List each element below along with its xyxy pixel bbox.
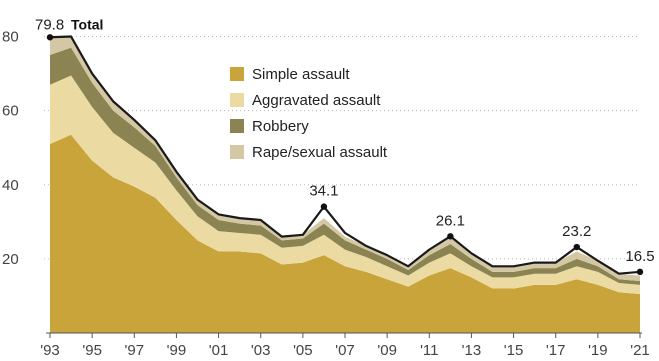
- annotation-value: 16.5: [625, 248, 654, 265]
- x-tick-label: '13: [462, 342, 482, 359]
- x-tick-label: '01: [209, 342, 229, 359]
- legend-label-rape-sexual-assault: Rape/sexual assault: [252, 144, 388, 161]
- x-tick-label: '09: [377, 342, 397, 359]
- legend: Simple assault Aggravated assault Robbery R…: [230, 66, 388, 161]
- annotation-total-label: Total: [71, 16, 103, 32]
- area-rape-sexual-assault: [50, 36, 640, 282]
- x-tick-label: '05: [293, 342, 313, 359]
- total-marker: [46, 34, 54, 41]
- legend-swatch-aggravated-assault: [230, 93, 244, 107]
- x-tick-label: '97: [125, 342, 145, 359]
- area-aggravated-assault: [50, 75, 640, 295]
- x-tick-label: '19: [588, 342, 608, 359]
- annotations: 79.8 Total 34.1 26.1 23.2 16.5: [35, 16, 655, 276]
- area-simple-assault: [50, 134, 640, 333]
- x-tick-label: '21: [630, 342, 650, 359]
- y-tick-label: 60: [2, 103, 19, 120]
- annotation-value: 79.8: [35, 16, 64, 33]
- legend-swatch-simple-assault: [230, 67, 244, 81]
- x-tick-label: '93: [40, 342, 60, 359]
- x-tick-label: '95: [82, 342, 102, 359]
- x-tick-label: '17: [546, 342, 566, 359]
- legend-label-simple-assault: Simple assault: [252, 66, 350, 83]
- legend-swatch-rape-sexual-assault: [230, 145, 244, 159]
- y-tick-label: 80: [2, 29, 19, 46]
- legend-swatch-robbery: [230, 119, 244, 133]
- x-axis: '93 '95 '97 '99 '01 '03 '05 '07 '09 '11 '13 '15 '17 '…: [40, 332, 650, 359]
- x-tick-label: '07: [335, 342, 355, 359]
- y-tick-label: 40: [2, 177, 19, 194]
- stacked-areas: [50, 36, 640, 333]
- legend-label-aggravated-assault: Aggravated assault: [252, 92, 381, 109]
- gridlines: 20 40 60 80: [2, 29, 640, 268]
- area-robbery: [50, 47, 640, 285]
- annotation-value: 34.1: [309, 183, 338, 200]
- x-tick-label: '99: [167, 342, 187, 359]
- total-marker: [636, 268, 644, 276]
- x-tick-label: '03: [251, 342, 271, 359]
- total-line: [49, 35, 641, 275]
- x-tick-label: '11: [420, 342, 438, 359]
- legend-label-robbery: Robbery: [252, 118, 309, 135]
- total-marker: [573, 243, 580, 251]
- x-tick-label: '15: [504, 342, 524, 359]
- total-marker: [320, 203, 328, 210]
- total-marker: [447, 233, 454, 240]
- annotation-value: 26.1: [436, 212, 465, 229]
- y-tick-label: 20: [2, 251, 19, 268]
- annotation-value: 23.2: [562, 223, 591, 240]
- total-line-group: [49, 35, 641, 275]
